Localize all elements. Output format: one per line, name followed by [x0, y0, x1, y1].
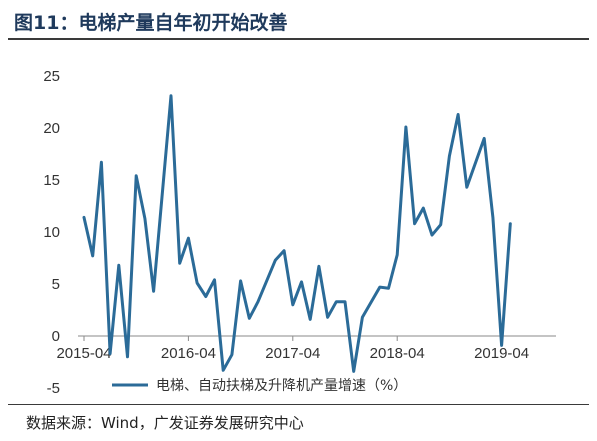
- series-line: [82, 94, 512, 373]
- y-tick-label: 0: [52, 328, 60, 345]
- y-tick-label: 15: [43, 172, 60, 189]
- y-tick-label: -5: [47, 380, 60, 397]
- y-tick-label: 20: [43, 120, 60, 137]
- x-axis-ticks: 2015-04 2016-04 2017-04 2018-04 2019-04: [56, 336, 529, 362]
- y-tick-label: 10: [43, 224, 60, 241]
- y-axis-ticks: -5 0 5 10 15 20 25: [43, 68, 60, 397]
- x-tick-label: 2017-04: [265, 345, 320, 362]
- y-tick-label: 5: [52, 276, 60, 293]
- source-note: 数据来源：Wind，广发证券发展研究中心: [26, 414, 304, 432]
- y-tick-label: 25: [43, 68, 60, 85]
- x-tick-label: 2019-04: [474, 345, 529, 362]
- source-divider: [8, 404, 589, 405]
- x-tick-label: 2015-04: [56, 345, 111, 362]
- legend: 电梯、自动扶梯及升降机产量增速（%）: [112, 378, 407, 394]
- line-chart: -5 0 5 10 15 20 25 2015-04 2016-04 2017-04 2018-0…: [43, 68, 556, 397]
- x-tick-label: 2016-04: [161, 345, 216, 362]
- x-tick-label: 2018-04: [370, 345, 425, 362]
- chart-title: 图11：电梯产量自年初开始改善: [14, 12, 288, 34]
- legend-label: 电梯、自动扶梯及升降机产量增速（%）: [156, 378, 407, 394]
- title-divider: [8, 38, 589, 40]
